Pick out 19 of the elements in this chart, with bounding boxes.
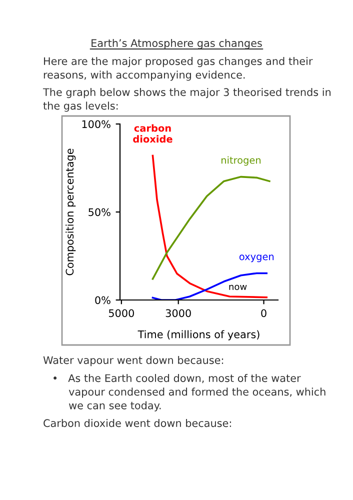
line-series [152, 272, 268, 300]
series-label: nitrogen [222, 156, 261, 166]
text: The graph below shows the major 3 theorised trends in the gas levels: [42, 88, 331, 112]
chart-title: Earth’s Atmosphere gas changes [92, 38, 262, 50]
y-tick-label: 100% [82, 120, 110, 128]
text: carbon dioxide [133, 124, 172, 143]
y-tick-label: 50% [88, 208, 110, 216]
text: Water vapour went down because: [43, 356, 224, 366]
series-label: oxygen [239, 254, 274, 262]
x-tick-label: 0 [261, 309, 266, 318]
x-axis-title: Time (millions of years) [138, 330, 260, 340]
text: Carbon dioxide went down because: [44, 419, 231, 428]
text: Here are the major proposed gas changes and their reasons, with accompanying evidence. [44, 57, 313, 81]
y-tick-label: 0% [95, 296, 110, 304]
y-axis-title: Composition percentage [66, 148, 76, 276]
annotation: now [229, 284, 247, 290]
text: • As the Earth cooled down, most of the water vapour condensed and formed the oceans, which we can see today. [54, 374, 326, 412]
x-tick-label: 3000 [166, 309, 191, 318]
x-tick-label: 5000 [108, 309, 134, 318]
